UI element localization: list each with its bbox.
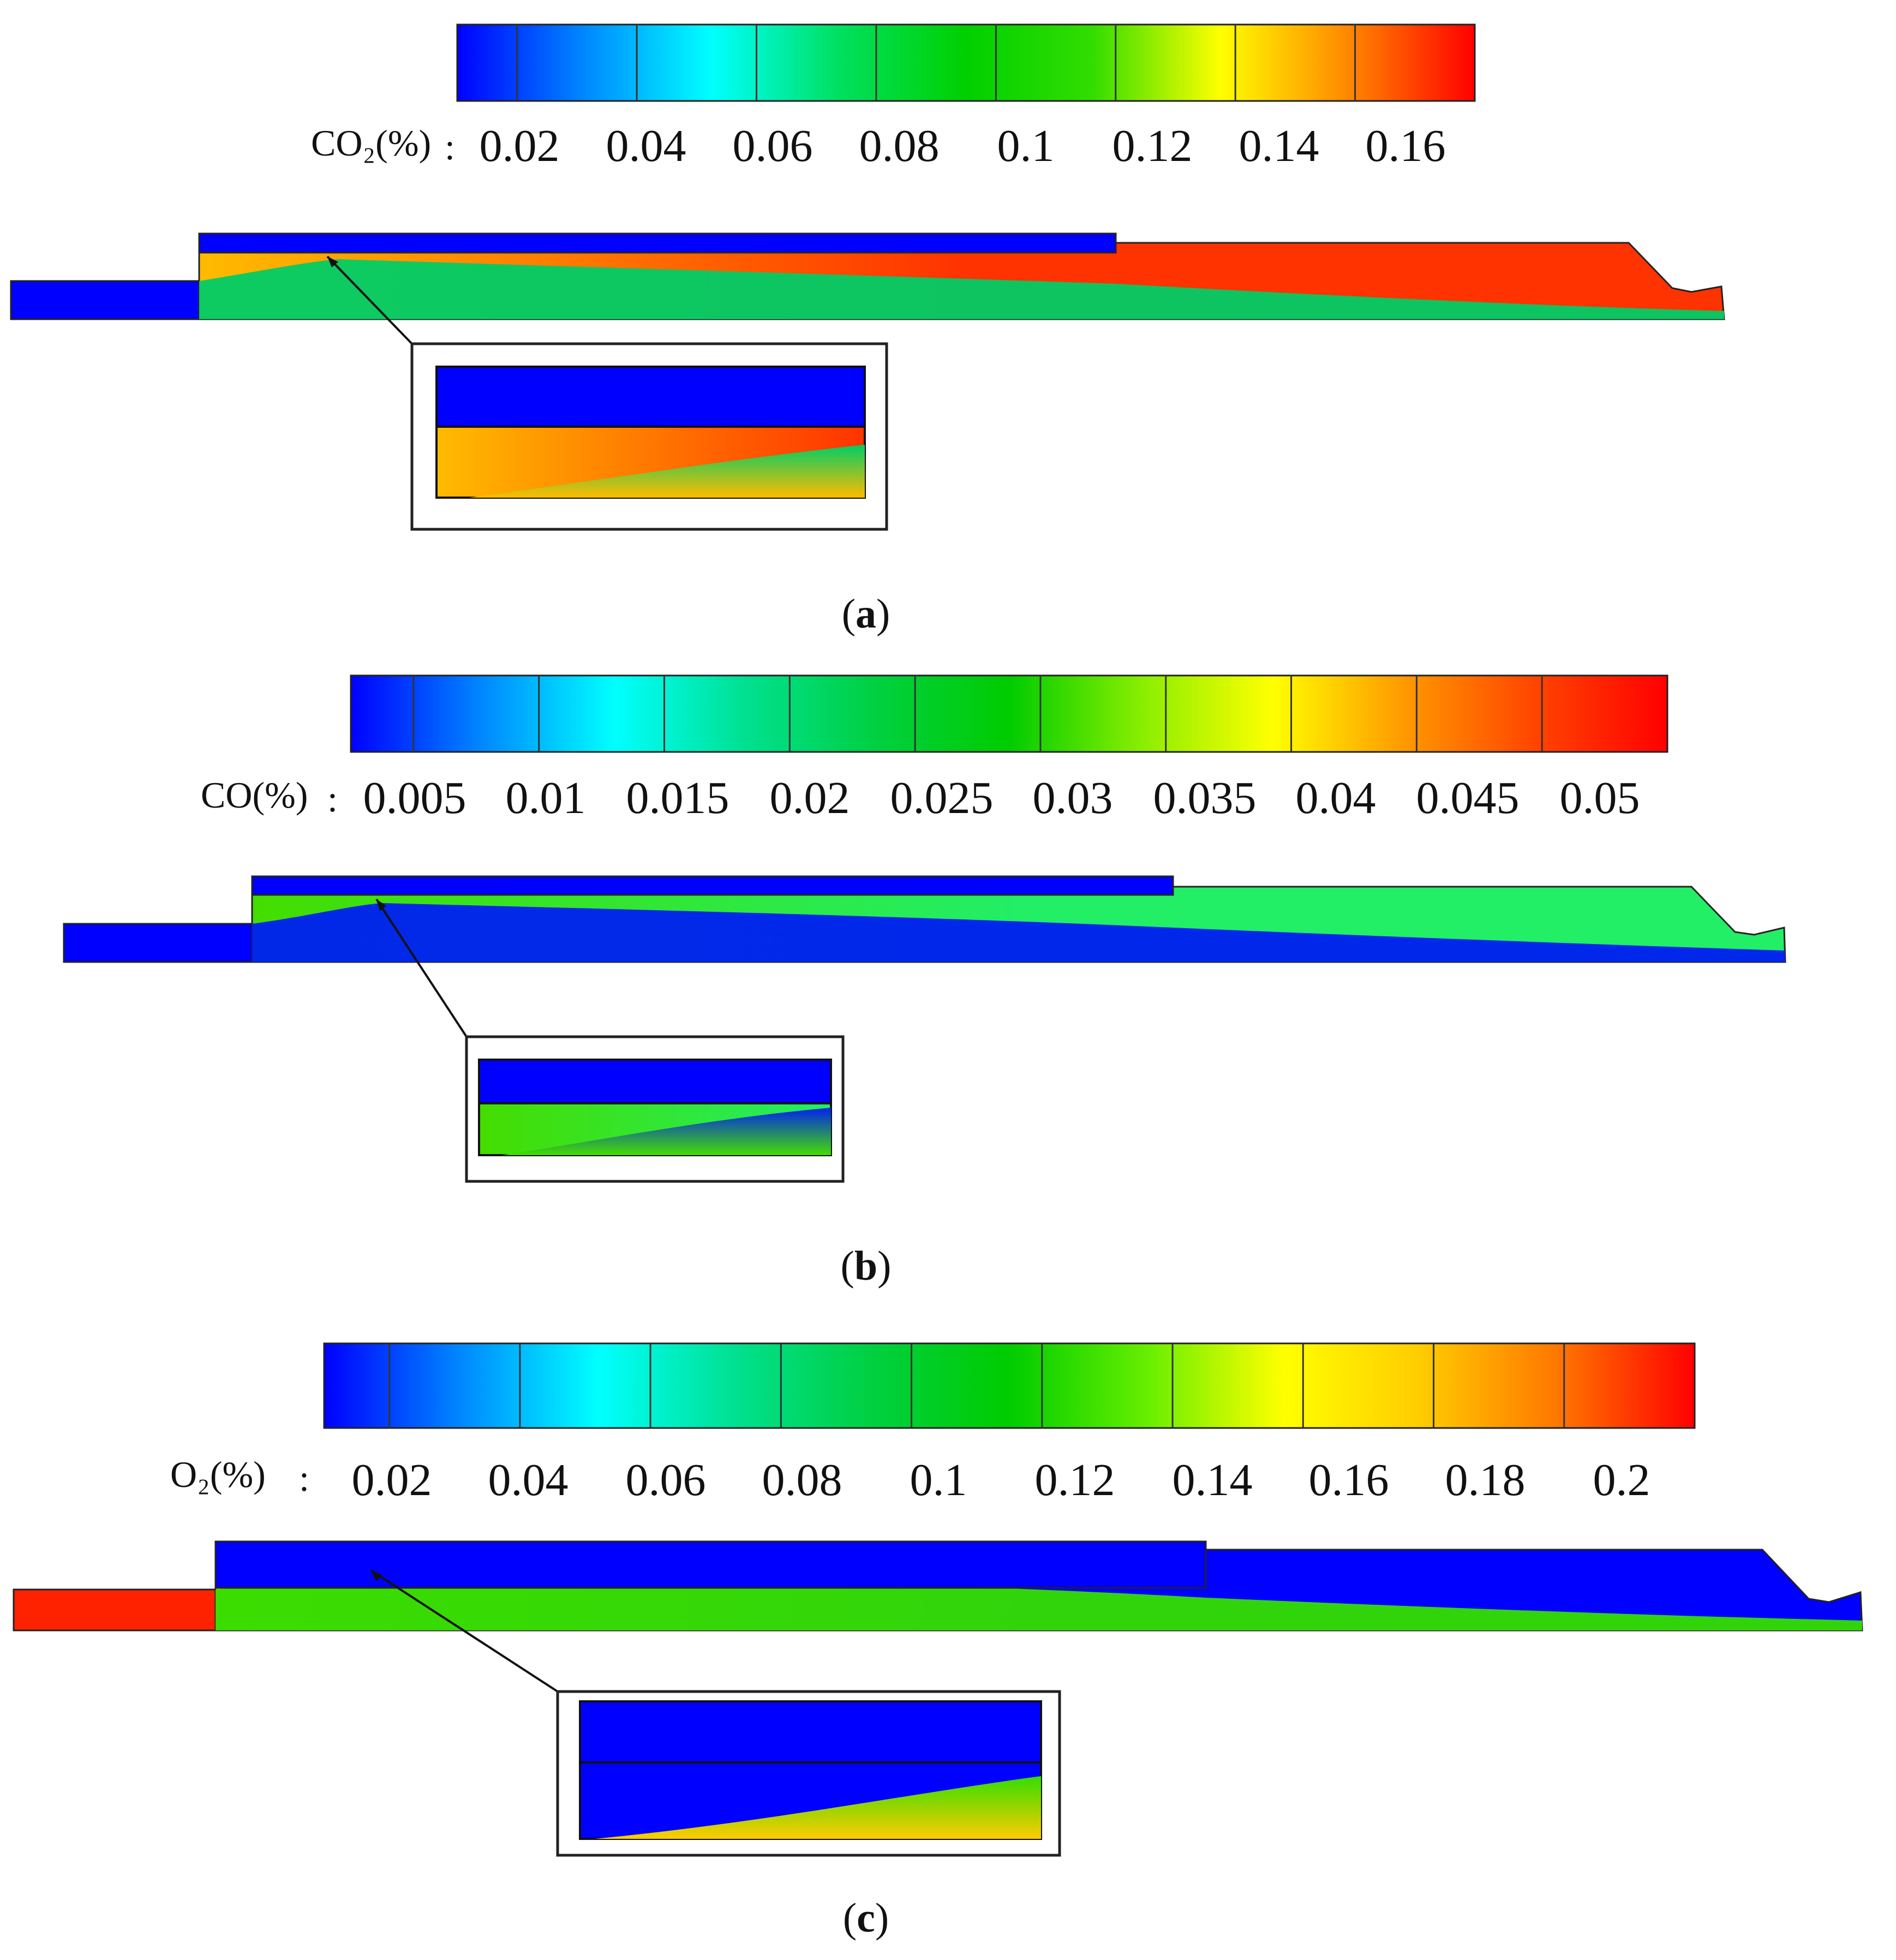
- tick-label: 0.1: [910, 1455, 967, 1505]
- zoom-callout-c: [370, 1569, 1061, 1857]
- callout-b-lower-wedge: [502, 1108, 831, 1155]
- quantity-label-c: O₂(%): [170, 1454, 266, 1495]
- domain-c-top-inlet: [214, 1540, 1207, 1589]
- callout-b-top: [478, 1059, 832, 1104]
- tick-label: 0.04: [606, 121, 686, 171]
- colorbar-c: [323, 1342, 1696, 1429]
- tick-label: 0.01: [506, 773, 586, 823]
- tick-label: 0.2: [1593, 1455, 1650, 1505]
- tick-label: 0.015: [626, 773, 729, 823]
- callout-a-leader: [326, 255, 413, 345]
- tick-label: 0.035: [1153, 773, 1257, 823]
- colorbar-a-gradient: [456, 23, 1476, 102]
- quantity-label-c-colon: :: [299, 1457, 309, 1499]
- tick-label: 0.06: [733, 121, 813, 171]
- quantity-label-a-colon: :: [445, 126, 455, 168]
- caption-b-letter: b: [854, 1243, 877, 1289]
- tick-label: 0.14: [1239, 121, 1319, 171]
- callout-c-top: [579, 1700, 1042, 1764]
- caption-b: (b): [841, 1243, 892, 1289]
- tick-label: 0.02: [352, 1455, 432, 1505]
- colorbar-c-gradient: [323, 1342, 1696, 1429]
- panel-b: CO(%) : 0.005 0.01 0.015 0.02 0.025 0.03…: [63, 674, 1786, 1289]
- callout-c-arrowhead: [371, 1570, 382, 1581]
- tick-label: 0.03: [1033, 773, 1113, 823]
- tick-label: 0.02: [770, 773, 850, 823]
- domain-a-lower-duct: [10, 280, 200, 320]
- tick-label: 0.1: [997, 121, 1055, 171]
- tick-label: 0.02: [480, 121, 560, 171]
- contour-domain-b: [63, 875, 1786, 963]
- tick-label: 0.005: [363, 773, 466, 823]
- tick-label: 0.025: [890, 773, 994, 823]
- colorbar-b: [350, 674, 1668, 753]
- domain-b-lower-layer: [252, 903, 1785, 962]
- tick-label: 0.08: [762, 1455, 842, 1505]
- tick-labels-a: 0.02 0.04 0.06 0.08 0.1 0.12 0.14 0.16: [480, 121, 1446, 171]
- callout-b-arrowhead: [376, 899, 386, 911]
- tick-label: 0.06: [626, 1455, 706, 1505]
- tick-label: 0.16: [1309, 1455, 1389, 1505]
- contour-domain-a: [10, 232, 1725, 320]
- tick-label: 0.04: [1296, 773, 1376, 823]
- tick-labels-b: 0.005 0.01 0.015 0.02 0.025 0.03 0.035 0…: [363, 773, 1640, 823]
- domain-a-top-inlet: [198, 232, 1117, 254]
- callout-c-leader: [370, 1569, 559, 1693]
- domain-b-lower-duct: [63, 923, 253, 963]
- tick-labels-c: 0.02 0.04 0.06 0.08 0.1 0.12 0.14 0.16 0…: [352, 1455, 1650, 1505]
- contour-domain-c: [13, 1540, 1863, 1632]
- zoom-callout-a: [326, 255, 888, 531]
- tick-label: 0.08: [859, 121, 940, 171]
- domain-a-lower-layer: [199, 259, 1724, 319]
- domain-b-top-inlet: [251, 875, 1174, 896]
- quantity-label-a: CO₂(%): [311, 122, 431, 164]
- callout-c-lower-wedge: [595, 1776, 1041, 1839]
- panel-a: CO₂(%) : 0.02 0.04 0.06 0.08 0.1 0.12 0.…: [10, 23, 1725, 637]
- tick-label: 0.14: [1173, 1455, 1253, 1505]
- callout-b-leader: [375, 898, 468, 1038]
- tick-label: 0.12: [1035, 1455, 1115, 1505]
- caption-a-letter: a: [856, 591, 876, 637]
- panel-c: O₂(%) : 0.02 0.04 0.06 0.08 0.1 0.12 0.1…: [13, 1342, 1863, 1941]
- tick-label: 0.12: [1113, 121, 1193, 171]
- colorbar-a: [456, 23, 1476, 102]
- quantity-label-b-colon: :: [327, 778, 338, 820]
- zoom-callout-b: [375, 898, 845, 1183]
- caption-c: (c): [843, 1895, 889, 1941]
- tick-label: 0.16: [1366, 121, 1446, 171]
- quantity-label-b: CO(%): [201, 774, 308, 816]
- callout-a-lower-wedge: [469, 445, 865, 498]
- colorbar-b-gradient: [350, 674, 1668, 753]
- caption-a: (a): [842, 591, 890, 637]
- callout-a-top: [435, 366, 866, 428]
- tick-label: 0.18: [1445, 1455, 1526, 1505]
- tick-label: 0.04: [488, 1455, 569, 1505]
- callout-a-arrowhead: [327, 256, 338, 267]
- tick-label: 0.05: [1560, 773, 1640, 823]
- caption-c-letter: c: [857, 1895, 875, 1941]
- tick-label: 0.045: [1416, 773, 1520, 823]
- domain-c-lower-duct: [13, 1588, 217, 1632]
